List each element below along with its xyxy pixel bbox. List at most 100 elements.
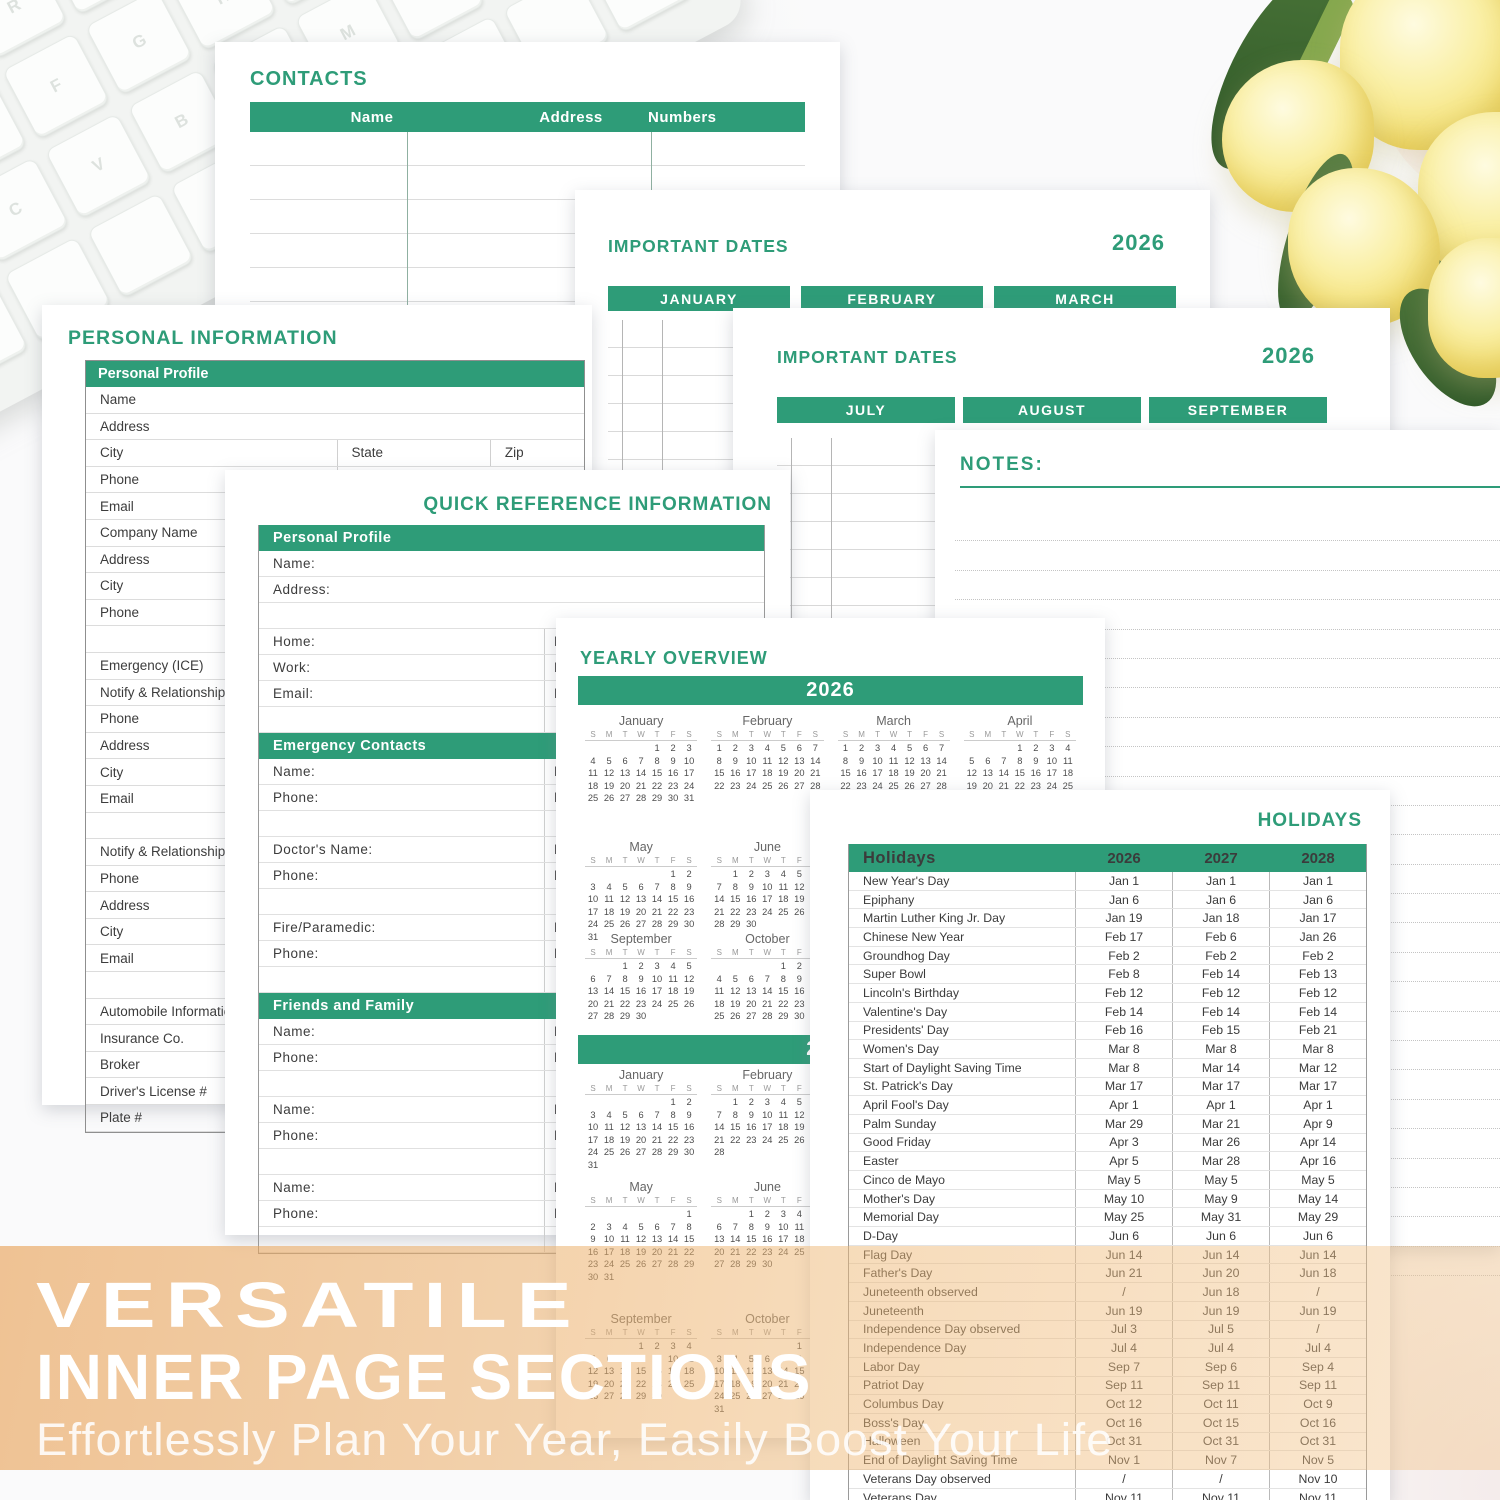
- field-label: [544, 577, 553, 602]
- day-number: 16: [683, 1122, 695, 1133]
- day-number: 23: [635, 998, 647, 1009]
- day-number: [649, 1159, 665, 1172]
- weekday-letter: S: [686, 856, 692, 865]
- mini-month-name: September: [610, 932, 672, 946]
- weekday-letter: T: [622, 948, 628, 957]
- day-number: 9: [670, 755, 676, 766]
- contacts-table-header: Name Address Numbers: [250, 102, 805, 132]
- day-number: [791, 918, 807, 931]
- mini-month-week: 15 16 17 18 19 20 21: [711, 767, 823, 780]
- holiday-date: Feb 14: [1172, 1002, 1269, 1021]
- day-number: 8: [842, 755, 849, 766]
- holiday-name: Palm Sunday: [863, 1116, 937, 1131]
- day-number: 14: [651, 894, 663, 905]
- weekday-letter: T: [622, 730, 628, 739]
- day-number: 14: [714, 894, 725, 905]
- field-label: Address: [100, 418, 150, 434]
- holiday-name: Good Friday: [863, 1135, 931, 1150]
- field-label: Email: [100, 498, 134, 514]
- day-number: 16: [730, 768, 741, 779]
- day-number: 5: [686, 961, 692, 971]
- weekday-letter: T: [748, 856, 754, 865]
- day-number: 5: [622, 881, 628, 892]
- day-number: 17: [746, 768, 757, 779]
- band-headline-line2: INNER PAGE SECTIONS: [36, 1341, 813, 1413]
- day-number: 12: [730, 986, 741, 997]
- day-number: 20: [794, 768, 805, 779]
- mini-month-week: 10 11 12 13 14 15 16: [585, 1121, 697, 1134]
- holiday-date: May 9: [1172, 1189, 1269, 1208]
- weekday-letter: S: [969, 730, 975, 739]
- weekday-letter: T: [748, 1196, 754, 1205]
- day-number: 17: [762, 1122, 773, 1133]
- holiday-date: May 14: [1269, 1189, 1366, 1208]
- holiday-name: Presidents' Day: [863, 1023, 949, 1038]
- day-number: 25: [762, 780, 773, 791]
- day-number: 22: [730, 1134, 741, 1145]
- month-pill: AUGUST: [963, 397, 1141, 423]
- holiday-name: Lincoln's Birthday: [863, 985, 959, 1000]
- day-number: 2: [732, 743, 738, 753]
- quick-reference-row: [259, 603, 764, 629]
- weekday-letter: W: [763, 1196, 772, 1205]
- day-number: 14: [936, 755, 947, 766]
- day-number: 26: [603, 793, 615, 804]
- day-number: [617, 1208, 633, 1221]
- day-number: 3: [590, 881, 596, 892]
- day-number: 1: [654, 743, 660, 753]
- day-number: 16: [762, 1234, 773, 1245]
- weekday-letter: W: [763, 1084, 772, 1093]
- day-number: 23: [730, 780, 741, 791]
- holiday-row: Women's Day Mar 8 Mar 8 Mar 8: [849, 1040, 1366, 1059]
- weekday-letter: M: [605, 948, 613, 957]
- field-label: [544, 811, 554, 836]
- field-label: [544, 889, 554, 914]
- holiday-name: Veterans Day: [863, 1490, 937, 1500]
- day-number: [649, 1010, 665, 1023]
- day-number: 9: [590, 1234, 596, 1245]
- day-number: 4: [606, 1109, 612, 1120]
- day-number: 7: [716, 881, 722, 892]
- contacts-table: Name Address Numbers: [250, 102, 805, 540]
- day-number: [775, 1146, 791, 1159]
- day-number: 13: [982, 768, 993, 779]
- holiday-name: Memorial Day: [863, 1210, 939, 1225]
- holiday-date: Feb 14: [1172, 965, 1269, 984]
- day-number: 4: [890, 743, 897, 753]
- day-number: 28: [651, 1147, 663, 1158]
- day-number: 23: [794, 998, 805, 1009]
- day-number: 6: [638, 881, 644, 892]
- weekday-letter: F: [796, 856, 802, 865]
- mini-month-week: 22 23 24 25 26 27 28: [711, 780, 823, 793]
- day-number: 25: [1062, 780, 1074, 791]
- day-number: 12: [904, 755, 915, 766]
- quick-reference-row: [259, 967, 764, 993]
- day-number: 1: [748, 1209, 754, 1219]
- mini-month-name: March: [876, 714, 911, 728]
- day-number: 17: [683, 768, 695, 779]
- holiday-name: Veterans Day observed: [863, 1471, 991, 1486]
- holiday-dates: Feb 16 Feb 15 Feb 21: [1075, 1021, 1366, 1040]
- mini-month-week: 8 9 10 11 12 13 14: [711, 755, 823, 768]
- field-label: Phone:: [273, 1050, 319, 1065]
- holiday-row: Veterans Day observed / / Nov 10: [849, 1470, 1366, 1489]
- day-number: 21: [998, 780, 1009, 791]
- field-label: City: [100, 445, 124, 461]
- weekday-letter: T: [780, 1196, 786, 1205]
- day-number: 4: [716, 973, 722, 984]
- quick-reference-row: [259, 1149, 764, 1175]
- holiday-date: May 5: [1172, 1171, 1269, 1189]
- mini-month-week: 22 23 24 25 26 27 28: [838, 780, 950, 793]
- holiday-name: D-Day: [863, 1228, 898, 1243]
- day-number: 13: [651, 1234, 663, 1245]
- day-number: 2: [796, 961, 802, 971]
